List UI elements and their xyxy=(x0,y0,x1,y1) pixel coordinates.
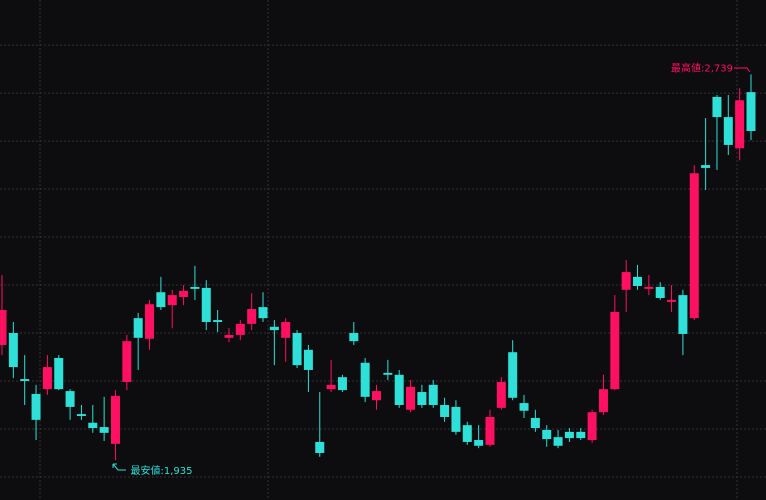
candle-body xyxy=(179,290,189,298)
candle-body xyxy=(326,384,336,390)
high-arrow xyxy=(734,67,751,73)
candle-body xyxy=(553,437,563,446)
candle-body xyxy=(88,422,98,429)
candle-body xyxy=(145,304,155,339)
high-annotation: 最高値:2,739 xyxy=(671,61,733,74)
candle-body xyxy=(31,393,41,420)
candle-body xyxy=(42,367,52,390)
low-arrow xyxy=(112,463,126,471)
candle-body xyxy=(303,349,313,370)
candle-body xyxy=(258,307,268,319)
candle-body xyxy=(190,286,200,289)
candle-body xyxy=(519,403,529,411)
candle-body xyxy=(394,374,404,405)
candle-body xyxy=(372,391,381,401)
candle-body xyxy=(213,320,223,322)
candle-body xyxy=(644,286,654,289)
candle-body xyxy=(292,333,302,366)
candle-body xyxy=(247,309,257,324)
candle-body xyxy=(530,417,540,429)
candle-body xyxy=(201,287,211,322)
candle-body xyxy=(65,391,75,407)
candle-body xyxy=(485,416,495,445)
candle-body xyxy=(110,395,120,444)
candle-body xyxy=(667,299,677,302)
candle-body xyxy=(224,334,234,338)
candle-body xyxy=(598,389,608,413)
candle-body xyxy=(508,352,518,398)
candle-body xyxy=(655,286,665,298)
candle-body xyxy=(712,96,722,118)
candle-body xyxy=(156,292,166,308)
candle-body xyxy=(723,117,733,145)
candle-body xyxy=(235,323,245,335)
candle-body xyxy=(610,311,620,390)
candle-body xyxy=(462,425,472,442)
candle-body xyxy=(576,431,586,439)
low-annotation: 最安値:1,935 xyxy=(130,464,192,477)
candle-body xyxy=(701,165,711,168)
candle-body xyxy=(451,406,461,432)
candle-body xyxy=(621,272,631,290)
candle-body xyxy=(281,321,291,338)
candle-body xyxy=(735,100,745,149)
candle-body xyxy=(633,276,643,286)
candle-body xyxy=(122,341,132,382)
candle-body xyxy=(440,404,450,417)
candle-body xyxy=(587,412,597,441)
candle-body xyxy=(269,326,279,331)
candle-body xyxy=(8,333,18,368)
candle-body xyxy=(417,392,427,405)
candle-body xyxy=(678,295,688,334)
candle-body xyxy=(76,414,86,417)
candle-body xyxy=(428,384,438,405)
candle-body xyxy=(496,381,506,408)
candle-body xyxy=(99,427,109,433)
candle-body xyxy=(315,441,325,453)
candle-body xyxy=(542,429,552,440)
candle-body xyxy=(133,318,143,338)
candle-body xyxy=(746,92,756,131)
candle-body xyxy=(349,333,359,342)
candle-body xyxy=(54,357,64,390)
candle-body xyxy=(383,372,393,375)
candle-body xyxy=(474,440,484,446)
candle-body xyxy=(167,295,177,306)
candle-body xyxy=(689,173,699,319)
candle-body xyxy=(360,362,370,397)
candle-body xyxy=(20,379,30,381)
candle-body xyxy=(0,309,7,346)
candle-body xyxy=(564,431,574,439)
candle-body xyxy=(337,377,347,391)
candle-body xyxy=(406,386,416,410)
